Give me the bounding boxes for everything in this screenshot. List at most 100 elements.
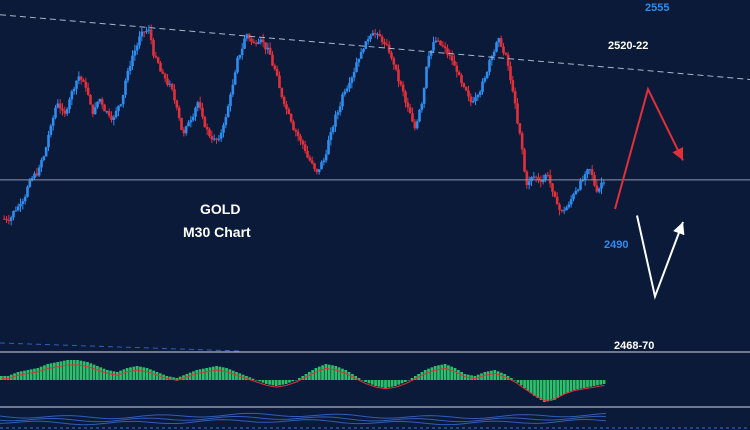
macd-histogram-bar (493, 370, 497, 380)
candle-body (5, 218, 8, 221)
candle (338, 101, 342, 116)
macd-histogram-bar (453, 368, 457, 380)
macd-histogram-bar (592, 380, 596, 386)
candle-body (478, 91, 482, 96)
candle (586, 168, 589, 179)
candle (159, 60, 162, 72)
candle-body (308, 157, 312, 161)
candle (502, 42, 505, 56)
macd-histogram-bar (367, 380, 371, 384)
candle-body (30, 177, 34, 181)
candle-body (362, 49, 365, 52)
candle-body (327, 140, 330, 155)
candle-body (313, 163, 316, 169)
macd-histogram-bar (569, 380, 573, 392)
candle (343, 88, 347, 97)
candle-body (371, 33, 375, 36)
macd-histogram-bar (175, 378, 179, 380)
candle-body (282, 96, 286, 105)
candle (168, 80, 172, 88)
candle (117, 105, 120, 117)
candle (495, 41, 498, 53)
candle-body (49, 125, 53, 135)
candle-body (590, 169, 594, 176)
candle (511, 75, 515, 93)
candle-body (61, 108, 64, 111)
candle (7, 214, 11, 225)
candle-body (154, 55, 158, 58)
candle (184, 125, 188, 136)
macd-histogram-bar (413, 376, 417, 380)
macd-histogram-bar (202, 368, 205, 380)
macd-histogram-bar (271, 380, 275, 386)
candle (72, 86, 76, 95)
projection-path-2 (636, 215, 685, 300)
macd-histogram-bar (311, 370, 314, 380)
candle (114, 107, 118, 119)
macd-histogram-bar (129, 367, 132, 380)
macd-histogram-bar (331, 365, 334, 380)
candle (436, 37, 440, 43)
instrument-label: GOLD (200, 201, 241, 217)
macd-histogram-bar (582, 380, 586, 388)
candle-body (427, 55, 431, 67)
candle (390, 50, 393, 61)
candle-body (443, 46, 447, 49)
candle (259, 37, 263, 45)
macd-histogram-bar (66, 360, 69, 380)
candle-body (65, 109, 69, 114)
candle-body (189, 120, 193, 123)
candle-body (98, 98, 102, 102)
candle-body (586, 169, 589, 175)
macd-histogram-bar (132, 366, 136, 380)
candle (26, 185, 29, 198)
candle (226, 103, 230, 118)
macd-histogram-bar (76, 360, 79, 380)
candle (588, 168, 592, 175)
macd-histogram-bar (410, 378, 414, 380)
macd-histogram-bar (586, 380, 589, 388)
macd-histogram-bar (298, 378, 301, 380)
candle (212, 134, 216, 142)
macd-histogram-bar (274, 380, 278, 386)
macd-histogram-bar (248, 377, 252, 380)
macd-histogram-bar (317, 366, 321, 380)
candle-body (121, 94, 125, 105)
candle-body (86, 87, 90, 95)
candle (408, 103, 412, 114)
macd-histogram-bar (360, 380, 364, 381)
candle-body (103, 104, 106, 112)
candle (208, 127, 211, 139)
candle (271, 51, 274, 67)
candle-body (107, 111, 111, 116)
candle-body (595, 185, 599, 192)
candle-body (156, 57, 160, 63)
candle (198, 96, 202, 110)
candle (439, 40, 442, 46)
candle (252, 38, 256, 44)
macd-histogram-bar (526, 380, 530, 391)
macd-histogram-bar (433, 366, 437, 380)
macd-histogram-bar (307, 372, 311, 380)
candle-body (147, 29, 151, 31)
candle (534, 175, 538, 183)
macd-histogram-bar (251, 378, 255, 380)
candle (166, 74, 169, 87)
candle-body (219, 132, 223, 139)
candle-body (28, 180, 32, 187)
macd-histogram-bar (460, 372, 464, 380)
macd-histogram-bar (6, 376, 10, 380)
macd-histogram-bar (596, 380, 599, 386)
candle-body (114, 110, 118, 118)
macd-histogram-bar (145, 368, 149, 380)
candle-body (128, 66, 132, 71)
macd-histogram-bar (221, 367, 225, 380)
macd-histogram-bar (261, 380, 265, 383)
candle (443, 42, 447, 54)
candle-body (133, 50, 137, 56)
macd-histogram-bar (572, 380, 576, 390)
macd-histogram-bar (321, 365, 324, 380)
candle-body (264, 42, 267, 50)
candles (2, 24, 606, 226)
candle (177, 105, 181, 121)
